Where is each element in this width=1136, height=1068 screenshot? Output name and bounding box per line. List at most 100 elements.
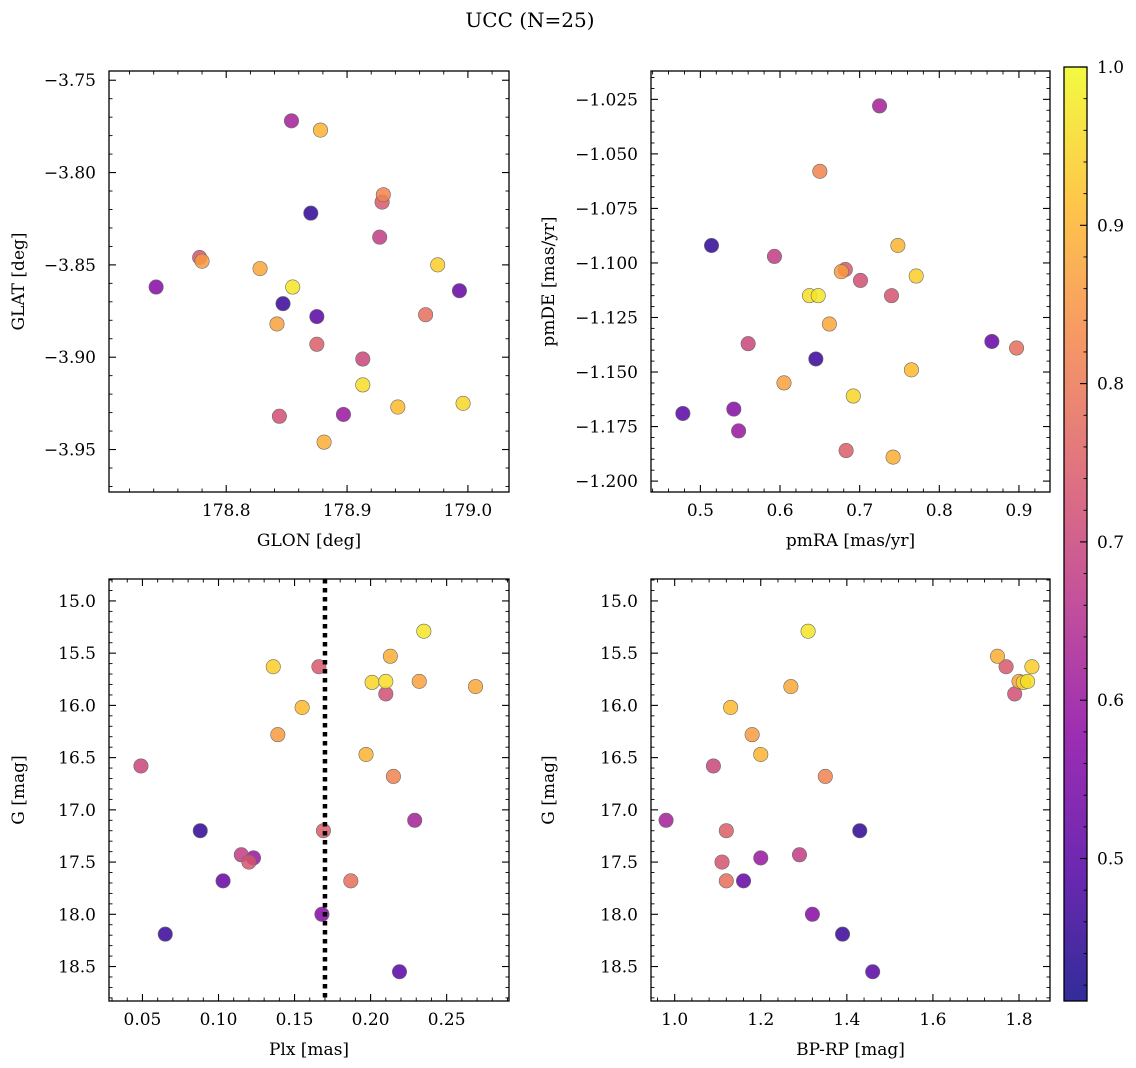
y-tick-label: 17.0 <box>58 801 96 821</box>
panels: 178.8 178.9 179.0 −3.75 −3.80 −3.85 −3.90 −3.95… <box>9 70 1051 1060</box>
y-tick-label: 18.0 <box>600 905 638 925</box>
scatter-point <box>416 623 432 639</box>
colorbar-tick-label: 0.7 <box>1097 533 1124 553</box>
scatter-point <box>375 187 391 203</box>
scatter-point <box>468 679 484 695</box>
scatter-point <box>241 854 257 870</box>
scatter-point <box>1020 673 1036 689</box>
scatter-point <box>252 261 268 277</box>
scatter-point <box>704 238 720 254</box>
scatter-point <box>285 279 301 295</box>
y-tick-label: −1.200 <box>575 472 638 492</box>
scatter-point <box>194 253 210 269</box>
scatter-point <box>343 873 359 889</box>
scatter-point <box>314 906 330 922</box>
scatter-point <box>984 333 1000 349</box>
scatter-point <box>776 375 792 391</box>
scatter-point <box>157 926 173 942</box>
colorbar: 0.5 0.6 0.7 0.8 0.9 1.0 <box>1063 58 1124 1002</box>
scatter-point <box>800 623 816 639</box>
x-axis-label: BP-RP [mag] <box>796 1040 905 1060</box>
scatter-point <box>865 964 881 980</box>
y-tick-label: −3.80 <box>44 164 96 184</box>
y-tick-label: −3.75 <box>44 71 96 91</box>
scatter-point <box>385 768 401 784</box>
scatter-point <box>309 309 325 325</box>
y-tick-label: −1.100 <box>575 254 638 274</box>
scatter-point <box>312 122 328 138</box>
scatter-point <box>808 351 824 367</box>
scatter-point <box>316 434 332 450</box>
scatter-point <box>821 316 837 332</box>
scatter-point <box>215 873 231 889</box>
scatter-point <box>407 812 423 828</box>
scatter-point <box>311 659 327 675</box>
y-tick-label: −1.025 <box>575 90 638 110</box>
scatter-point <box>294 699 310 715</box>
y-tick-label: 17.5 <box>600 853 638 873</box>
x-tick-label: 1.6 <box>919 1010 946 1030</box>
scatter-point <box>148 279 164 295</box>
y-axis-label: G [mag] <box>539 755 559 824</box>
scatter-point <box>838 443 854 459</box>
scatter-point <box>804 906 820 922</box>
scatter-point <box>885 449 901 465</box>
scatter-point <box>418 307 434 323</box>
scatter-point <box>726 401 742 417</box>
figure-title: UCC (N=25) <box>465 8 594 32</box>
scatter-point <box>355 351 371 367</box>
scatter-point <box>391 964 407 980</box>
x-tick-label: 179.0 <box>444 501 493 521</box>
y-tick-label: −1.150 <box>575 363 638 383</box>
scatter-point <box>714 854 730 870</box>
y-tick-label: −1.075 <box>575 199 638 219</box>
x-axis-label: GLON [deg] <box>257 531 361 551</box>
y-tick-label: −1.175 <box>575 418 638 438</box>
panel-1: 178.8 178.9 179.0 −3.75 −3.80 −3.85 −3.90 −3.95… <box>9 70 510 551</box>
y-axis-label: GLAT [deg] <box>9 232 29 330</box>
scatter-point <box>884 288 900 304</box>
axes-frame <box>108 578 510 1002</box>
scatter-points <box>658 623 1040 980</box>
scatter-points <box>675 98 1025 465</box>
scatter-point <box>309 336 325 352</box>
panel-4: 1.0 1.2 1.4 1.6 1.8 15.0 15.5 16.0 16.5 17.0 17.5 1… <box>539 578 1051 1060</box>
y-tick-label: 15.5 <box>600 644 638 664</box>
scatter-point <box>753 746 769 762</box>
y-tick-label: −1.050 <box>575 145 638 165</box>
scatter-point <box>265 659 281 675</box>
x-tick-label: 1.4 <box>833 1010 860 1030</box>
scatter-point <box>269 316 285 332</box>
x-tick-label: 1.0 <box>661 1010 688 1030</box>
axes-frame <box>650 578 1051 1002</box>
x-tick-label: 1.2 <box>747 1010 774 1030</box>
colorbar-tick-label: 0.8 <box>1097 375 1124 395</box>
panel-3: 0.05 0.10 0.15 0.20 0.25 15.0 15.5 16.0 16.5 17.0… <box>9 578 510 1060</box>
scatter-point <box>903 362 919 378</box>
x-tick-label: 0.25 <box>428 1010 466 1030</box>
scatter-point <box>705 758 721 774</box>
scatter-point <box>736 873 752 889</box>
scatter-point <box>817 768 833 784</box>
scatter-point <box>989 648 1005 664</box>
scatter-point <box>378 673 394 689</box>
x-tick-label: 0.05 <box>124 1010 162 1030</box>
panel-2: 0.5 0.6 0.7 0.8 0.9 −1.025 −1.050 −1.075 −1.100 −… <box>539 70 1051 551</box>
scatter-point <box>723 699 739 715</box>
scatter-point <box>658 812 674 828</box>
scatter-point <box>890 238 906 254</box>
scatter-point <box>382 648 398 664</box>
scatter-point <box>411 673 427 689</box>
y-tick-label: −3.85 <box>44 256 96 276</box>
y-tick-label: −3.95 <box>44 441 96 461</box>
x-tick-label: 0.9 <box>1005 501 1032 521</box>
scatter-point <box>852 823 868 839</box>
x-tick-label: 0.20 <box>352 1010 390 1030</box>
scatter-point <box>766 248 782 264</box>
x-tick-label: 1.8 <box>1005 1010 1032 1030</box>
scatter-point <box>731 423 747 439</box>
x-tick-label: 0.6 <box>766 501 793 521</box>
scatter-point <box>364 674 380 690</box>
x-tick-label: 0.5 <box>687 501 714 521</box>
x-tick-label: 0.15 <box>276 1010 314 1030</box>
